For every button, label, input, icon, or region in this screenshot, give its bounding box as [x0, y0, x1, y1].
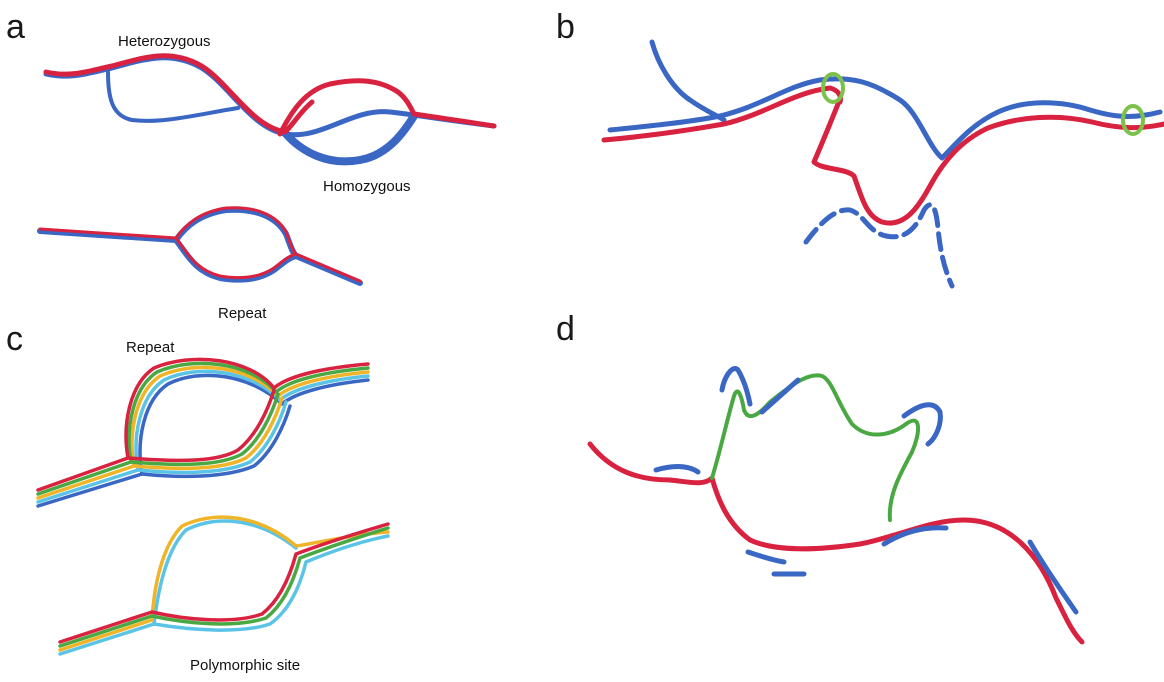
blue-contig-1: [653, 464, 701, 475]
red-long-strand: [601, 85, 843, 143]
repeat-line-red: [38, 206, 362, 283]
homozygous-label: Homozygous: [323, 178, 411, 195]
homozygous-bubble-blue: [282, 112, 418, 166]
red-haplotype-path: [43, 53, 315, 135]
panel-letter-d: d: [556, 310, 575, 348]
panel-letter-b: b: [556, 8, 575, 46]
green-path: [710, 373, 920, 522]
repeat-lower-red: [174, 236, 298, 280]
blue-contig-5: [745, 549, 787, 565]
red-chimeric-dip: [811, 101, 1164, 226]
blue-long-strand: [607, 76, 1163, 161]
polymorphic-bundle: [58, 515, 390, 656]
panel-letter-c: c: [6, 320, 23, 358]
blue-contig-3: [759, 377, 801, 415]
blue-contig-8: [1027, 539, 1079, 615]
panel-a: a Heterozygous Homozygous Repeat: [6, 8, 497, 322]
panel-d: d: [556, 310, 1085, 645]
blue-dashed-strand: [803, 202, 955, 289]
junction-circle-2: [1121, 104, 1145, 136]
blue-strand-start: [649, 39, 727, 123]
blue-contig-2: [719, 366, 753, 407]
repeat-label-a: Repeat: [218, 305, 267, 322]
panel-letter-a: a: [6, 8, 25, 46]
polymorphic-site-label: Polymorphic site: [190, 657, 300, 674]
junction-circle-1: [821, 72, 845, 104]
blue-haplotype-path: [43, 55, 497, 138]
heterozygous-bubble-blue: [106, 70, 240, 123]
homozygous-bubble-red: [277, 78, 497, 137]
repeat-bundle: [36, 357, 370, 508]
red-backbone: [587, 441, 1085, 645]
heterozygous-label: Heterozygous: [118, 33, 211, 50]
panel-c: c Repeat Polymorphic site: [6, 320, 390, 674]
blue-contig-4: [901, 402, 943, 447]
panel-b: b: [556, 8, 1164, 289]
repeat-label-c: Repeat: [126, 339, 175, 356]
blue-contig-7: [881, 525, 949, 547]
